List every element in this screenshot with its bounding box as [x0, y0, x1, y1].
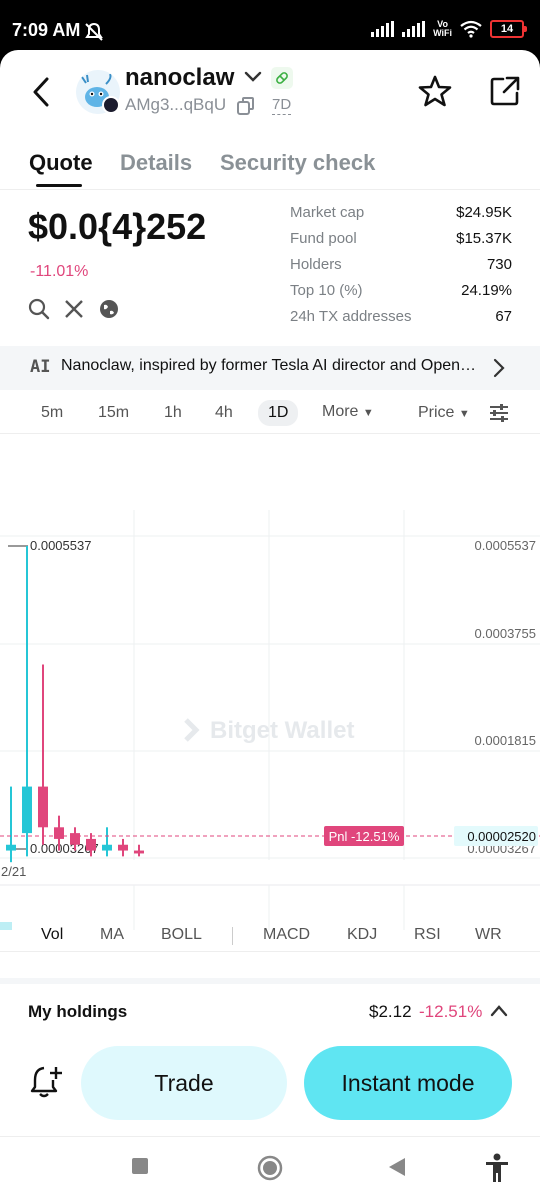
y-axis-tick-label: 0.0005537	[475, 538, 536, 553]
search-icon[interactable]	[28, 298, 50, 320]
indicator-rsi[interactable]: RSI	[414, 926, 441, 943]
chevron-right-icon	[493, 358, 505, 378]
candle-body	[102, 844, 112, 851]
favorite-star-icon[interactable]	[418, 74, 452, 108]
age-badge: 7D	[272, 96, 292, 115]
timeframe-1h[interactable]: 1h	[164, 404, 182, 421]
stat-market-cap: Market cap $24.95K	[290, 204, 512, 221]
candle-body	[22, 786, 32, 834]
high-price-label: 0.0005537	[30, 538, 91, 553]
timeframe-more[interactable]: More ▼	[322, 403, 374, 420]
copy-icon[interactable]	[236, 96, 256, 116]
timeframe-5m[interactable]: 5m	[41, 404, 64, 421]
accessibility-icon[interactable]	[484, 1153, 510, 1183]
y-axis-tick-label: 0.0003755	[475, 626, 536, 641]
timeframe-4h[interactable]: 4h	[215, 404, 233, 421]
x-twitter-icon[interactable]	[64, 299, 84, 319]
candle-body	[70, 833, 80, 845]
ai-summary-bar[interactable]: AI Nanoclaw, inspired by former Tesla AI…	[0, 346, 540, 390]
wifi-icon	[460, 20, 482, 38]
price-alert-bell-icon[interactable]	[30, 1064, 64, 1100]
battery-icon: 14	[490, 20, 527, 38]
candle-body	[38, 786, 48, 828]
price-change: -11.01%	[30, 263, 89, 280]
holdings-value: $2.12	[369, 1002, 412, 1021]
candle-body	[6, 844, 16, 851]
ai-summary-text: Nanoclaw, inspired by former Tesla AI di…	[61, 357, 481, 374]
status-time: 7:09 AM	[12, 20, 81, 40]
chevron-left-icon	[33, 77, 49, 107]
candle-body	[134, 850, 144, 854]
website-globe-icon[interactable]	[98, 298, 120, 320]
ai-label: AI	[30, 357, 51, 377]
watermark-logo-icon	[184, 718, 200, 742]
current-price-tag	[454, 826, 538, 846]
mute-icon	[85, 22, 103, 41]
back-triangle-icon[interactable]	[388, 1157, 406, 1177]
candle-body	[118, 844, 128, 851]
header: nanoclaw AMg3...qBqU 7D	[0, 50, 540, 140]
pnl-tag	[324, 826, 404, 846]
caret-down-icon: ▼	[362, 407, 374, 419]
timeframe-bar: 5m 15m 1h 4h 1D More ▼ Price ▼	[0, 392, 540, 434]
pill-icon[interactable]	[271, 67, 293, 89]
system-nav-bar	[0, 1136, 540, 1200]
active-tab-indicator	[36, 184, 82, 187]
indicator-kdj[interactable]: KDJ	[347, 926, 378, 943]
detail-tabs: Quote Details Security check	[0, 146, 540, 190]
my-holdings-bar[interactable]: My holdings $2.12 -12.51%	[0, 978, 540, 1034]
x-axis-date-label: 2/21	[1, 864, 26, 879]
tab-details[interactable]: Details	[120, 150, 193, 175]
stat-24h-tx: 24h TX addresses 67	[290, 308, 512, 325]
token-detail-screen: nanoclaw AMg3...qBqU 7D Quote Details Se…	[0, 50, 540, 1200]
chevron-up-icon[interactable]	[490, 1004, 508, 1018]
status-icons: Vo WiFi 14	[371, 19, 527, 38]
instant-mode-button[interactable]: Instant mode	[304, 1046, 512, 1120]
vowifi-label: Vo WiFi	[433, 19, 452, 38]
indicator-bar: Vol MA BOLL MACD KDJ RSI WR	[0, 922, 540, 952]
token-stats: Market cap $24.95K Fund pool $15.37K Holde…	[290, 204, 512, 334]
indicator-divider	[232, 927, 233, 945]
timeframe-15m[interactable]: 15m	[98, 404, 130, 421]
stat-holders: Holders 730	[290, 256, 512, 273]
chevron-down-icon[interactable]	[244, 70, 262, 84]
price-chart[interactable]: Bitget Wallet 0.0005537 0.0003755 0.000181…	[0, 440, 540, 930]
recents-square-icon[interactable]	[131, 1157, 149, 1175]
chart-watermark: Bitget Wallet	[210, 717, 354, 744]
pnl-tag-label: Pnl -12.51%	[329, 829, 400, 844]
indicator-vol[interactable]: Vol	[41, 926, 64, 943]
token-name: nanoclaw	[125, 64, 235, 91]
indicator-wr[interactable]: WR	[475, 926, 502, 943]
holdings-label: My holdings	[28, 1002, 128, 1021]
holdings-pnl: -12.51%	[419, 1002, 483, 1021]
candle-body	[86, 838, 96, 851]
chain-badge-icon	[102, 96, 120, 114]
indicator-macd[interactable]: MACD	[263, 926, 311, 943]
indicator-ma[interactable]: MA	[100, 926, 124, 943]
indicator-boll[interactable]: BOLL	[161, 926, 202, 943]
tab-security-check[interactable]: Security check	[220, 150, 376, 175]
social-links	[28, 298, 120, 320]
share-icon[interactable]	[488, 74, 522, 108]
current-price-tag-label: 0.00002520	[467, 829, 536, 844]
chart-settings-icon[interactable]	[488, 402, 510, 424]
stat-fund-pool: Fund pool $15.37K	[290, 230, 512, 247]
home-circle-icon[interactable]	[257, 1155, 283, 1181]
candle-body	[54, 827, 64, 839]
y-axis-tick-label: 0.0001815	[475, 733, 536, 748]
signal-icon	[371, 21, 395, 37]
signal-icon	[402, 21, 426, 37]
stat-top10: Top 10 (%) 24.19%	[290, 282, 512, 299]
back-button[interactable]	[26, 74, 56, 110]
token-price: $0.0{4}252	[28, 206, 207, 247]
volume-bar	[0, 922, 12, 930]
low-price-label: 0.00003267	[30, 841, 99, 856]
caret-down-icon: ▼	[458, 408, 470, 420]
token-address: AMg3...qBqU	[125, 95, 227, 114]
price-mode-select[interactable]: Price ▼	[418, 404, 470, 421]
tab-quote[interactable]: Quote	[29, 150, 93, 175]
status-bar: 7:09 AM Vo WiFi 14	[0, 0, 540, 56]
trade-button[interactable]: Trade	[81, 1046, 287, 1120]
timeframe-1d[interactable]: 1D	[258, 400, 299, 426]
